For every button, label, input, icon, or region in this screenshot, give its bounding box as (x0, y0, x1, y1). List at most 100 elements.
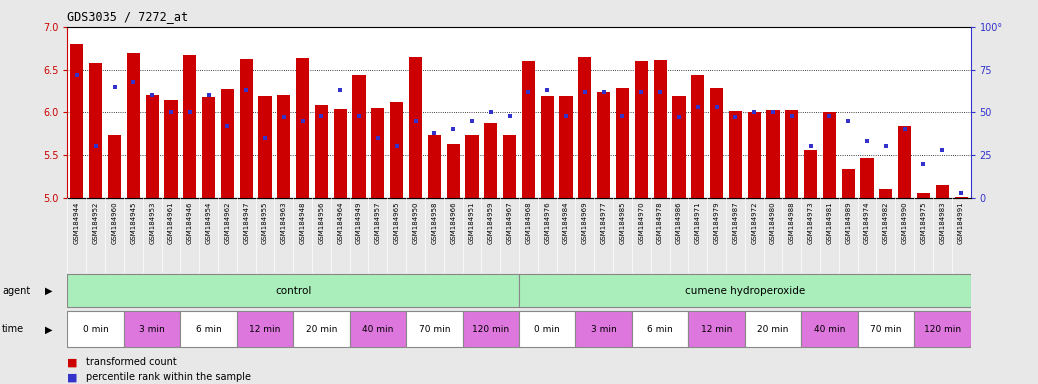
Text: 0 min: 0 min (535, 325, 561, 334)
Point (897, 126, 913, 132)
Bar (428, 134, 441, 198)
Bar (823, 112, 836, 198)
Text: GSM184974: GSM184974 (864, 202, 870, 244)
Bar (861, 159, 874, 198)
Text: agent: agent (2, 286, 30, 296)
Text: time: time (2, 324, 24, 334)
Bar (688, 311, 745, 348)
Text: GSM184970: GSM184970 (638, 202, 645, 244)
Bar (879, 189, 893, 198)
Bar (406, 311, 463, 348)
Bar (632, 311, 688, 348)
Point (332, 87, 349, 93)
Bar (745, 311, 801, 348)
Text: transformed count: transformed count (86, 358, 176, 367)
Bar (575, 311, 632, 348)
Point (858, 138, 875, 144)
Point (163, 109, 180, 115)
Text: cumene hydroperoxide: cumene hydroperoxide (685, 286, 804, 296)
Point (916, 161, 932, 167)
Text: GSM184988: GSM184988 (789, 202, 795, 244)
Bar (108, 134, 121, 198)
Bar (353, 75, 365, 198)
Text: GSM184959: GSM184959 (488, 202, 494, 244)
Text: 40 min: 40 min (362, 325, 393, 334)
Bar (124, 311, 181, 348)
Text: 120 min: 120 min (472, 325, 510, 334)
Bar (785, 110, 798, 198)
Text: GSM184973: GSM184973 (808, 202, 814, 244)
Text: GSM184965: GSM184965 (393, 202, 400, 244)
Bar (519, 311, 575, 348)
Bar (409, 57, 422, 198)
Text: 70 min: 70 min (870, 325, 902, 334)
Text: GSM184961: GSM184961 (168, 202, 174, 244)
Bar (729, 111, 742, 198)
Point (69, 72, 85, 78)
Bar (277, 95, 291, 198)
Text: ▶: ▶ (45, 286, 52, 296)
Text: GSM184984: GSM184984 (563, 202, 569, 244)
Point (426, 130, 442, 136)
Bar (503, 136, 516, 198)
Bar (484, 122, 497, 198)
Text: GSM184967: GSM184967 (507, 202, 513, 244)
Text: GSM184958: GSM184958 (432, 202, 437, 244)
Bar (181, 311, 237, 348)
Point (238, 87, 254, 93)
Text: 6 min: 6 min (648, 325, 673, 334)
Text: GSM184954: GSM184954 (206, 202, 212, 244)
Text: GSM184969: GSM184969 (582, 202, 588, 244)
Point (445, 126, 462, 132)
Text: GSM184987: GSM184987 (733, 202, 738, 244)
Point (596, 89, 612, 95)
Bar (463, 311, 519, 348)
Bar (804, 150, 817, 198)
Bar (914, 311, 971, 348)
Text: GSM184957: GSM184957 (375, 202, 381, 244)
Text: GSM184989: GSM184989 (845, 202, 851, 244)
Text: GDS3035 / 7272_at: GDS3035 / 7272_at (67, 10, 189, 23)
Text: GSM184953: GSM184953 (149, 202, 155, 244)
Text: GSM184947: GSM184947 (243, 202, 249, 244)
Point (388, 143, 405, 149)
Point (313, 113, 330, 119)
Bar (935, 185, 949, 198)
Bar (390, 102, 404, 198)
Point (614, 113, 631, 119)
Bar (446, 144, 460, 198)
Text: ▶: ▶ (45, 324, 52, 334)
Bar (597, 92, 610, 198)
Point (125, 78, 141, 84)
Bar (89, 63, 103, 198)
Bar (372, 108, 384, 198)
Text: GSM184990: GSM184990 (902, 202, 907, 244)
Text: GSM184966: GSM184966 (450, 202, 456, 244)
Bar (127, 53, 140, 198)
Point (633, 89, 650, 95)
Text: GSM184964: GSM184964 (337, 202, 344, 244)
Bar (898, 126, 911, 198)
Bar (240, 60, 253, 198)
Point (727, 114, 743, 121)
Text: GSM184986: GSM184986 (676, 202, 682, 244)
Bar (559, 96, 573, 198)
Bar (857, 311, 914, 348)
Text: ■: ■ (67, 358, 78, 367)
Bar (71, 44, 83, 198)
Bar (237, 311, 294, 348)
Point (275, 114, 292, 121)
Bar (296, 58, 309, 198)
Point (370, 135, 386, 141)
Point (256, 135, 273, 141)
Text: GSM184980: GSM184980 (770, 202, 776, 244)
Text: 20 min: 20 min (306, 325, 337, 334)
Point (576, 89, 593, 95)
Text: 70 min: 70 min (418, 325, 450, 334)
Bar (67, 311, 124, 348)
Bar (634, 61, 648, 198)
Text: 3 min: 3 min (139, 325, 165, 334)
Point (802, 143, 819, 149)
Point (483, 109, 499, 115)
Bar (202, 97, 215, 198)
